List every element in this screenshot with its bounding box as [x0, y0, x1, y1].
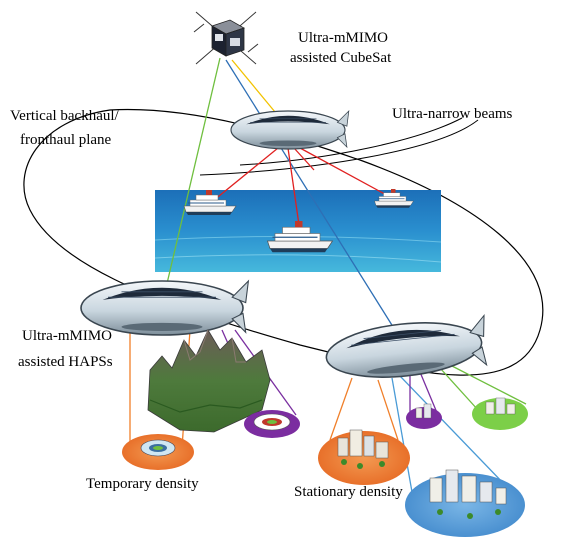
label-plane-1: Vertical backhaul/ — [10, 108, 120, 124]
link-right-haps-green-1 — [439, 367, 479, 411]
link-cubesat-haps-left — [164, 57, 221, 293]
link-right-haps-green-2 — [451, 365, 527, 405]
link-cubesat-haps-right — [225, 59, 396, 331]
link-haps-ship-2 — [287, 147, 301, 233]
narrow-beam-curve-2 — [199, 119, 479, 176]
link-right-haps-blue-2 — [399, 375, 507, 487]
label-beams: Ultra-narrow beams — [392, 106, 513, 122]
link-right-haps-orange-2 — [377, 379, 399, 441]
airship-icon-left — [80, 280, 250, 336]
airship-icon-right — [322, 314, 491, 385]
mountain-icon — [147, 329, 271, 433]
link-right-haps-blue-1 — [391, 377, 413, 493]
city-icon-2 — [429, 469, 507, 519]
stadium-icon — [253, 413, 291, 431]
label-temporary-density: Temporary density — [86, 476, 199, 492]
cubesat-icon — [193, 11, 259, 65]
label-stationary-density: Stationary density — [294, 484, 403, 500]
city-icon-3 — [415, 403, 432, 419]
link-haps-ship-4 — [293, 147, 315, 171]
link-haps-ship-3 — [299, 147, 393, 199]
label-haps-1: Ultra-mMIMO — [22, 328, 112, 344]
airship-icon-top — [230, 110, 350, 150]
label-plane-2: fronthaul plane — [20, 132, 112, 148]
link-cubesat-haps-top — [231, 59, 281, 119]
label-cubesat-1: Ultra-mMIMO — [298, 30, 388, 46]
city-icon — [337, 429, 389, 469]
link-right-haps-orange-1 — [329, 377, 353, 441]
label-haps-2: assisted HAPSs — [18, 354, 113, 370]
label-cubesat-2: assisted CubeSat — [290, 50, 392, 66]
narrow-beam-curve-1 — [239, 117, 463, 166]
city-icon-4 — [485, 397, 516, 415]
stadium-icon-2 — [140, 439, 176, 457]
backhaul-plane-loop — [23, 108, 544, 376]
link-haps-ship-1 — [207, 147, 279, 206]
